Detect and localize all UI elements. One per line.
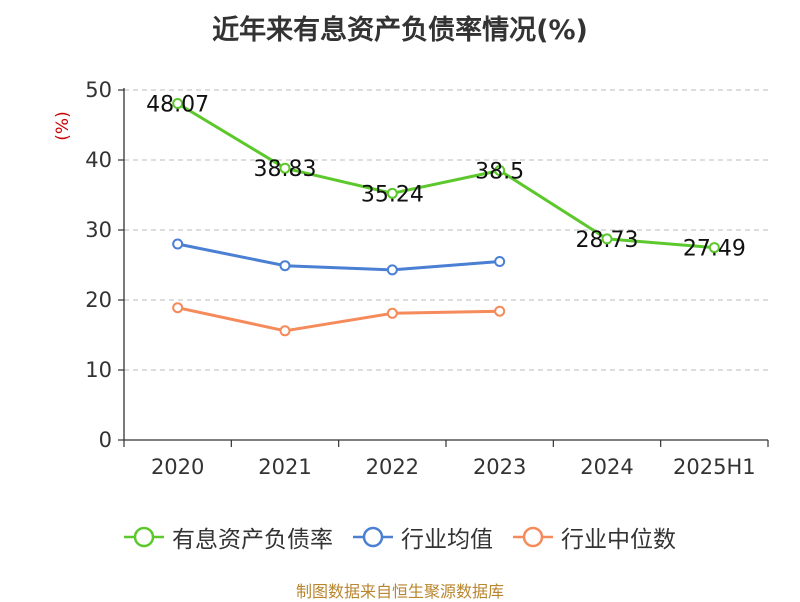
legend-item-series-2[interactable]: 行业均值 [353,520,493,554]
source-note: 制图数据来自恒生聚源数据库 [295,582,504,601]
legend-item-series-1[interactable]: 有息资产负债率 [124,520,333,554]
y-tick-label: 40 [85,148,112,172]
x-tick-label: 2021 [258,455,311,479]
y-axis-label: (%) [53,111,73,140]
y-tick-label: 50 [85,78,112,102]
series-line-2 [177,242,500,272]
legend-swatch-series-3 [513,526,553,548]
data-point-series-2 [172,238,184,250]
y-tick-label: 10 [85,358,112,382]
y-tick-label: 0 [99,428,112,452]
data-label: 38.83 [254,157,317,182]
x-tick-label: 2023 [473,455,526,479]
data-point-series-1 [494,165,506,176]
data-label: 27.49 [683,237,746,262]
data-label: 38.5 [475,160,524,185]
legend-label-series-2: 行业均值 [401,527,493,553]
x-tick-label: 2024 [580,455,633,479]
data-point-series-3 [279,325,291,337]
y-tick-label: 30 [85,218,112,242]
data-point-series-2 [386,264,398,276]
data-point-series-1 [601,233,613,245]
x-tick-label: 2025H1 [673,455,756,479]
legend-label-series-3: 行业中位数 [561,527,676,553]
data-label: 35.24 [361,182,424,207]
data-point-series-2 [279,260,291,272]
series-line-1 [176,102,715,250]
data-point-series-2 [494,256,506,267]
data-point-series-1 [279,162,291,174]
data-point-series-1 [172,98,184,110]
legend-label-series-1: 有息资产负债率 [172,527,333,553]
data-point-series-1 [386,187,398,199]
data-point-series-1 [708,242,720,254]
legend-swatch-series-2 [353,526,393,548]
data-point-series-3 [386,307,398,319]
chart-title: 近年来有息资产负债率情况(%) [212,15,588,46]
data-point-series-3 [172,302,184,314]
y-tick-label: 20 [85,288,112,312]
legend-item-series-3[interactable]: 行业中位数 [513,520,676,554]
data-point-series-3 [494,305,506,317]
chart-legend: 有息资产负债率 行业均值 行业中位数 [0,520,800,554]
x-tick-label: 2020 [151,455,204,479]
data-label: 48.07 [146,93,209,118]
data-label: 28.73 [576,228,639,253]
legend-swatch-series-1 [124,526,164,548]
series-line-3 [177,306,500,333]
x-tick-label: 2022 [366,455,419,479]
